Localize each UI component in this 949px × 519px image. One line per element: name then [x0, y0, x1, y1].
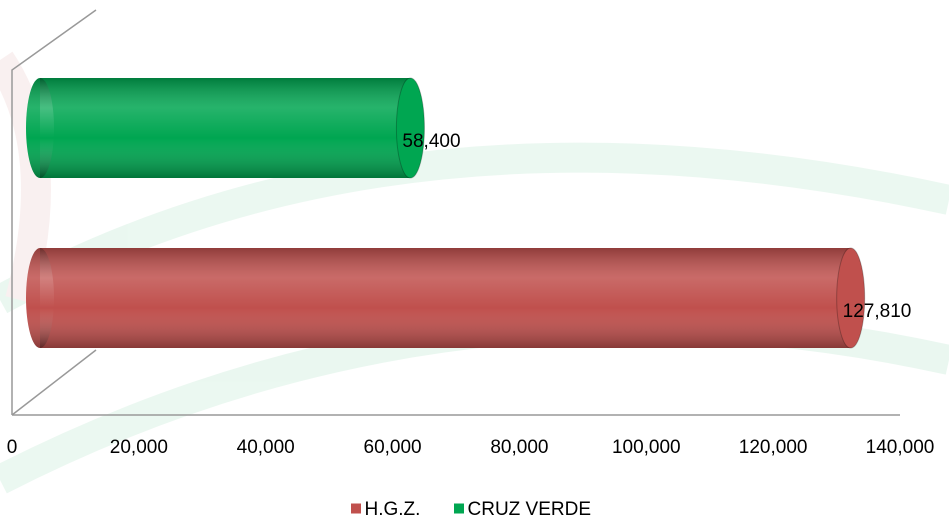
data-label: 58,400	[402, 131, 460, 152]
x-tick-label: 40,000	[237, 437, 295, 458]
x-tick-label: 60,000	[364, 437, 422, 458]
legend-swatch	[350, 502, 362, 515]
x-tick-label: 100,000	[612, 437, 681, 458]
x-tick-label: 80,000	[490, 437, 548, 458]
data-label: 127,810	[843, 301, 912, 322]
bar-shading	[40, 248, 851, 348]
bar-shading	[40, 78, 411, 178]
bar-end	[836, 247, 866, 349]
bar-end	[395, 77, 425, 179]
legend-label: H.G.Z.	[365, 499, 421, 519]
bar-cap	[26, 248, 54, 348]
legend-label: CRUZ VERDE	[468, 499, 592, 519]
legend-swatch	[453, 502, 465, 515]
x-tick-label: 120,000	[739, 437, 808, 458]
x-tick-label: 0	[7, 437, 18, 458]
x-tick-label: 20,000	[110, 437, 168, 458]
bar-cap	[26, 78, 54, 178]
x-tick-label: 140,000	[866, 437, 935, 458]
plot-frame	[11, 9, 900, 416]
